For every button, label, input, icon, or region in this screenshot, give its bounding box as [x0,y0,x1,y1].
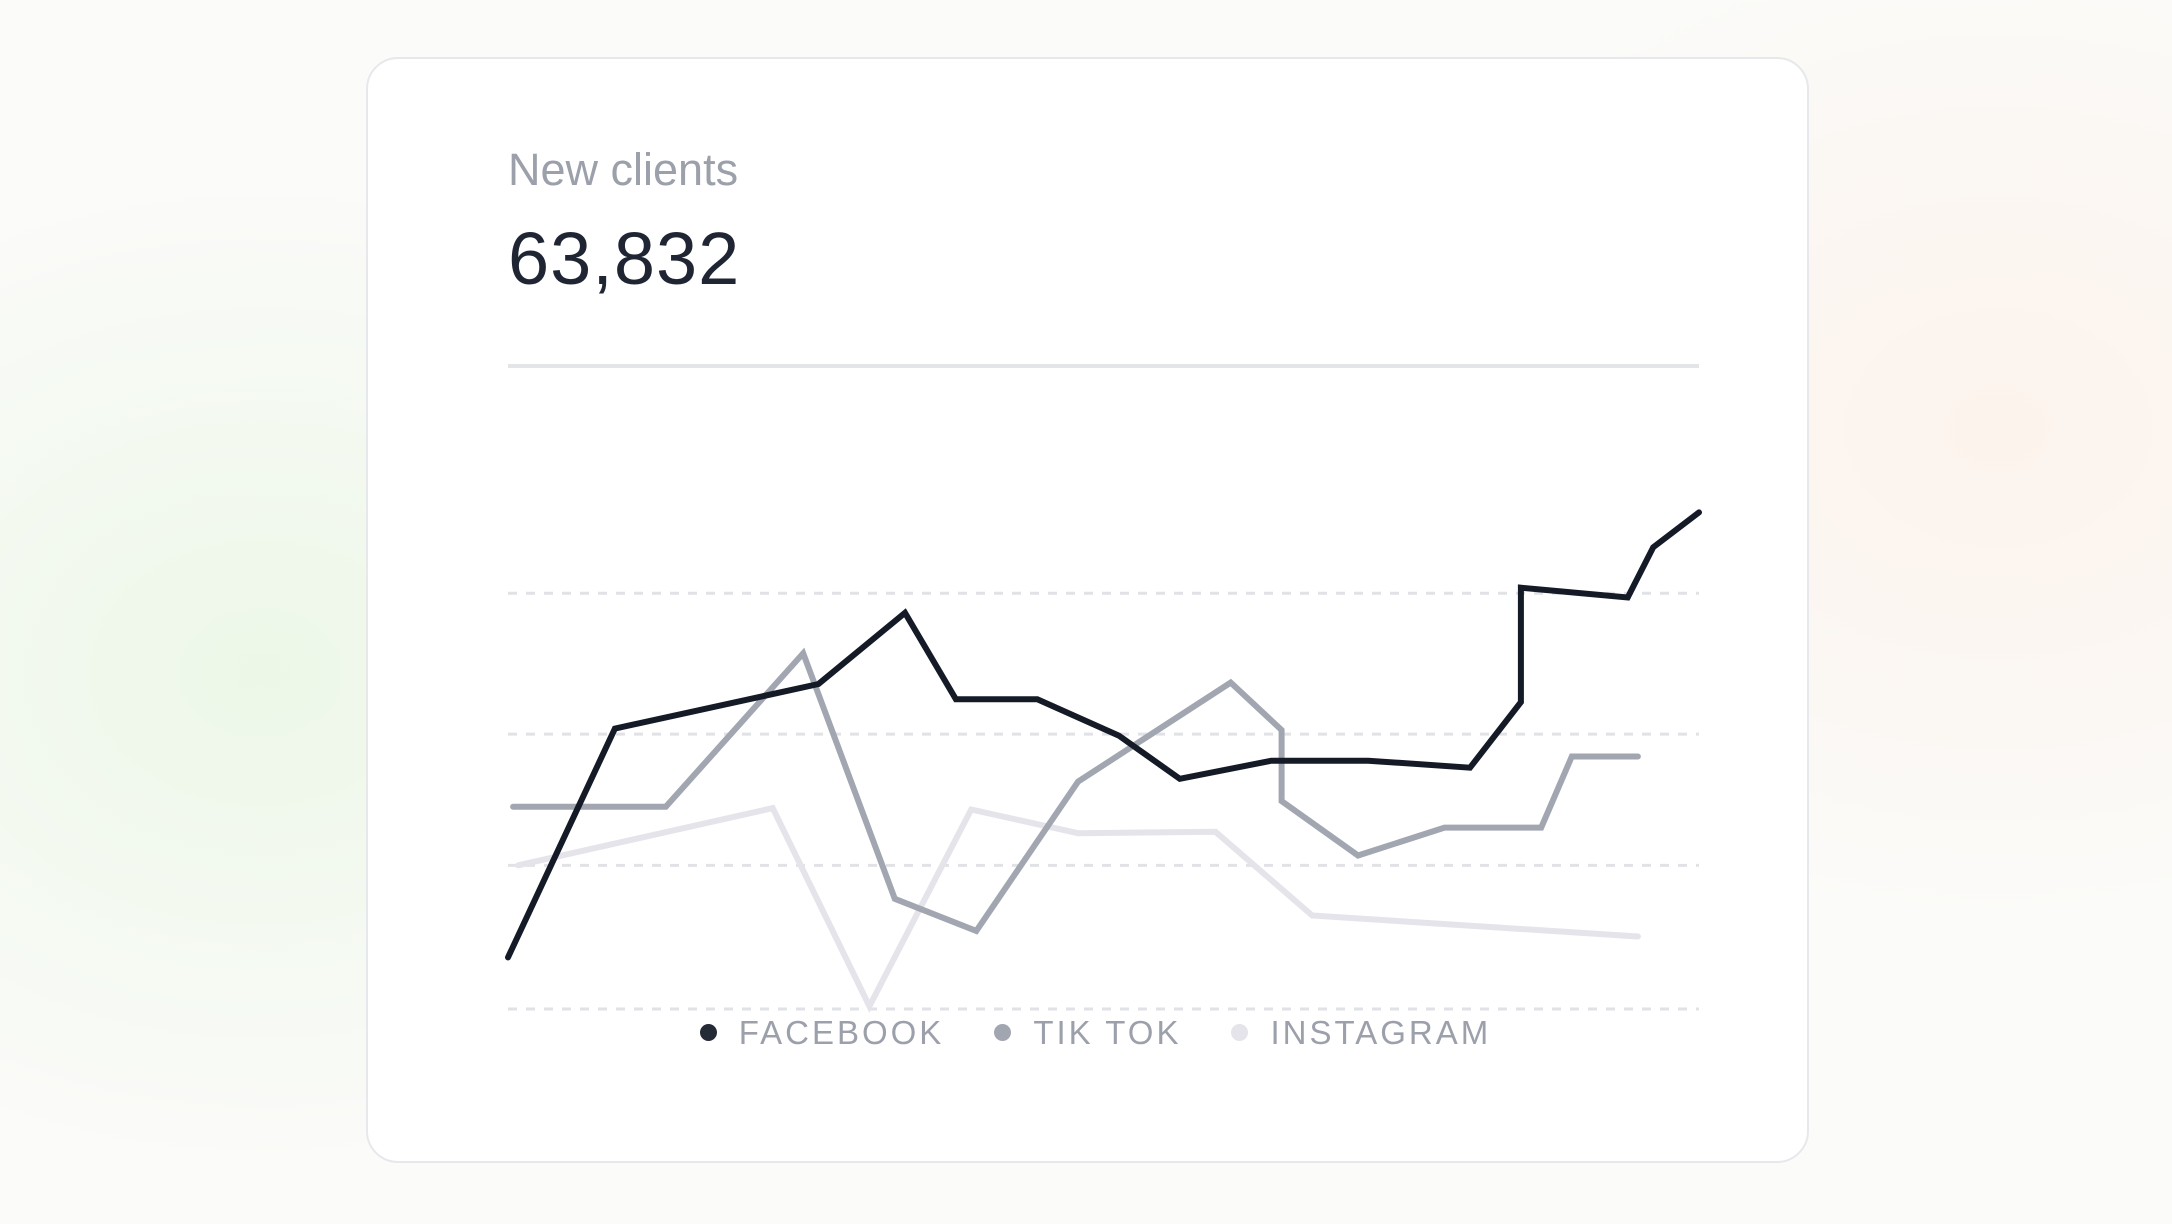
legend-dot-instagram [1231,1024,1249,1041]
legend-label-instagram: INSTAGRAM [1270,1014,1492,1051]
series-line-instagram [515,804,1641,1013]
new-clients-card: New clients 63,832 FACEBOOK TIK TOK INST… [366,57,1809,1163]
series-line-facebook [505,509,1702,961]
legend: FACEBOOK TIK TOK INSTAGRAM [368,1016,1807,1049]
card-label: New clients [508,144,739,195]
series-line-tiktok [510,647,1641,935]
card-value: 63,832 [508,217,741,300]
legend-dot-tiktok [994,1024,1012,1041]
gridlines [508,591,1699,1011]
legend-item-instagram[interactable]: INSTAGRAM [1231,1016,1491,1049]
series-lines [505,509,1702,1013]
legend-label-tiktok: TIK TOK [1033,1014,1182,1051]
legend-label-facebook: FACEBOOK [738,1014,945,1051]
legend-dot-facebook [699,1024,717,1041]
legend-item-tiktok[interactable]: TIK TOK [994,1016,1181,1049]
new-clients-line-chart [505,364,1702,1013]
legend-item-facebook[interactable]: FACEBOOK [699,1014,945,1051]
